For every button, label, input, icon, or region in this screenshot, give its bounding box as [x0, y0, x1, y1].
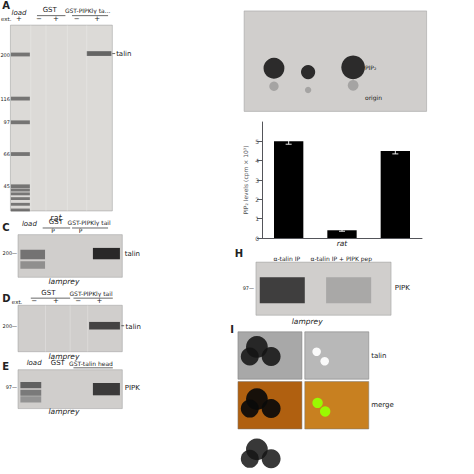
- svg-text:GST: GST: [41, 289, 56, 297]
- svg-text:45: 45: [4, 183, 10, 189]
- svg-text:P: P: [51, 227, 55, 234]
- svg-text:P: P: [79, 227, 83, 234]
- svg-text:97—: 97—: [6, 384, 17, 390]
- svg-text:1: 1: [255, 215, 259, 222]
- svg-text:−: −: [74, 15, 80, 23]
- svg-text:talin: talin: [126, 323, 141, 331]
- svg-text:H: H: [235, 248, 243, 259]
- svg-text:−: −: [31, 297, 37, 305]
- svg-text:GST: GST: [43, 6, 58, 14]
- svg-text:lamprey: lamprey: [292, 317, 323, 326]
- svg-text:GST-PIPKlγ ta...: GST-PIPKlγ ta...: [65, 7, 111, 15]
- svg-text:PIP₂ levels (cpm × 10³): PIP₂ levels (cpm × 10³): [242, 145, 250, 214]
- svg-text:lamprey: lamprey: [49, 277, 80, 286]
- svg-text:+: +: [53, 15, 59, 23]
- svg-text:+: +: [97, 297, 103, 305]
- svg-text:200: 200: [0, 52, 10, 58]
- svg-text:+: +: [94, 15, 100, 23]
- svg-text:origin: origin: [365, 94, 382, 102]
- svg-text:116: 116: [0, 96, 10, 102]
- svg-text:97—: 97—: [243, 285, 254, 291]
- svg-text:PIPK: PIPK: [125, 384, 141, 392]
- svg-text:talin: talin: [116, 50, 131, 58]
- svg-text:α-talin IP + PIPK pep: α-talin IP + PIPK pep: [310, 255, 372, 263]
- svg-text:−: −: [36, 15, 42, 23]
- svg-text:E: E: [2, 361, 9, 372]
- svg-text:load: load: [27, 359, 43, 367]
- svg-text:load: load: [22, 220, 38, 228]
- svg-text:α-talin IP: α-talin IP: [273, 255, 300, 262]
- svg-text:A: A: [2, 0, 10, 11]
- svg-text:+: +: [16, 15, 22, 23]
- svg-text:lamprey: lamprey: [48, 351, 80, 361]
- svg-text:97: 97: [4, 119, 10, 125]
- svg-text:I: I: [230, 324, 234, 335]
- svg-text:66: 66: [4, 151, 10, 157]
- svg-text:talin: talin: [125, 250, 140, 258]
- svg-text:GST-PIPKlγ tail: GST-PIPKlγ tail: [69, 290, 113, 298]
- svg-text:load: load: [11, 9, 27, 18]
- svg-text:4: 4: [255, 157, 259, 164]
- svg-text:rat: rat: [337, 239, 349, 248]
- svg-text:GST: GST: [51, 359, 66, 367]
- svg-text:−: −: [75, 297, 81, 305]
- svg-text:D: D: [2, 293, 10, 304]
- svg-text:2: 2: [255, 196, 259, 203]
- svg-text:200—: 200—: [3, 323, 18, 329]
- svg-text:GST: GST: [49, 218, 64, 226]
- svg-text:talin: talin: [371, 352, 386, 360]
- svg-text:GST-talin head: GST-talin head: [69, 360, 113, 367]
- svg-text:C: C: [2, 222, 9, 233]
- svg-text:0: 0: [255, 235, 259, 242]
- svg-text:+: +: [53, 297, 59, 305]
- svg-text:GST-PIPKlγ tail: GST-PIPKlγ tail: [68, 219, 111, 227]
- svg-text:5: 5: [255, 138, 259, 145]
- svg-text:3: 3: [255, 177, 259, 184]
- svg-text:ext.: ext.: [1, 16, 12, 22]
- svg-text:200—: 200—: [3, 250, 18, 256]
- svg-text:PIPK: PIPK: [395, 284, 411, 292]
- svg-text:PIP₂: PIP₂: [365, 64, 377, 71]
- svg-text:merge: merge: [371, 401, 394, 409]
- svg-text:ext.: ext.: [12, 299, 23, 305]
- svg-text:lamprey: lamprey: [49, 407, 80, 416]
